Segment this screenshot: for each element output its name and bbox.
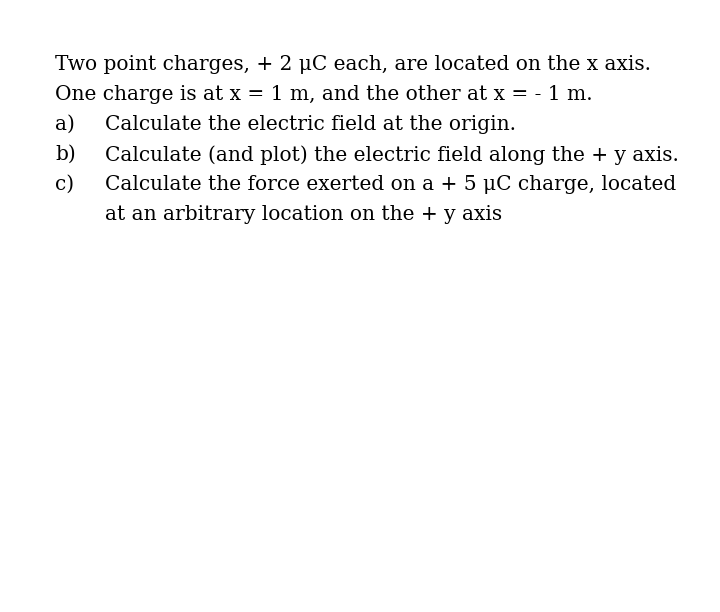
Text: Calculate (and plot) the electric field along the + y axis.: Calculate (and plot) the electric field … xyxy=(105,145,679,165)
Text: Calculate the force exerted on a + 5 μC charge, located: Calculate the force exerted on a + 5 μC … xyxy=(105,175,676,194)
Text: Two point charges, + 2 μC each, are located on the x axis.: Two point charges, + 2 μC each, are loca… xyxy=(55,55,651,74)
Text: b): b) xyxy=(55,145,76,164)
Text: c): c) xyxy=(55,175,74,194)
Text: One charge is at x = 1 m, and the other at x = - 1 m.: One charge is at x = 1 m, and the other … xyxy=(55,85,593,104)
Text: Calculate the electric field at the origin.: Calculate the electric field at the orig… xyxy=(105,115,516,134)
Text: a): a) xyxy=(55,115,75,134)
Text: at an arbitrary location on the + y axis: at an arbitrary location on the + y axis xyxy=(105,205,502,224)
